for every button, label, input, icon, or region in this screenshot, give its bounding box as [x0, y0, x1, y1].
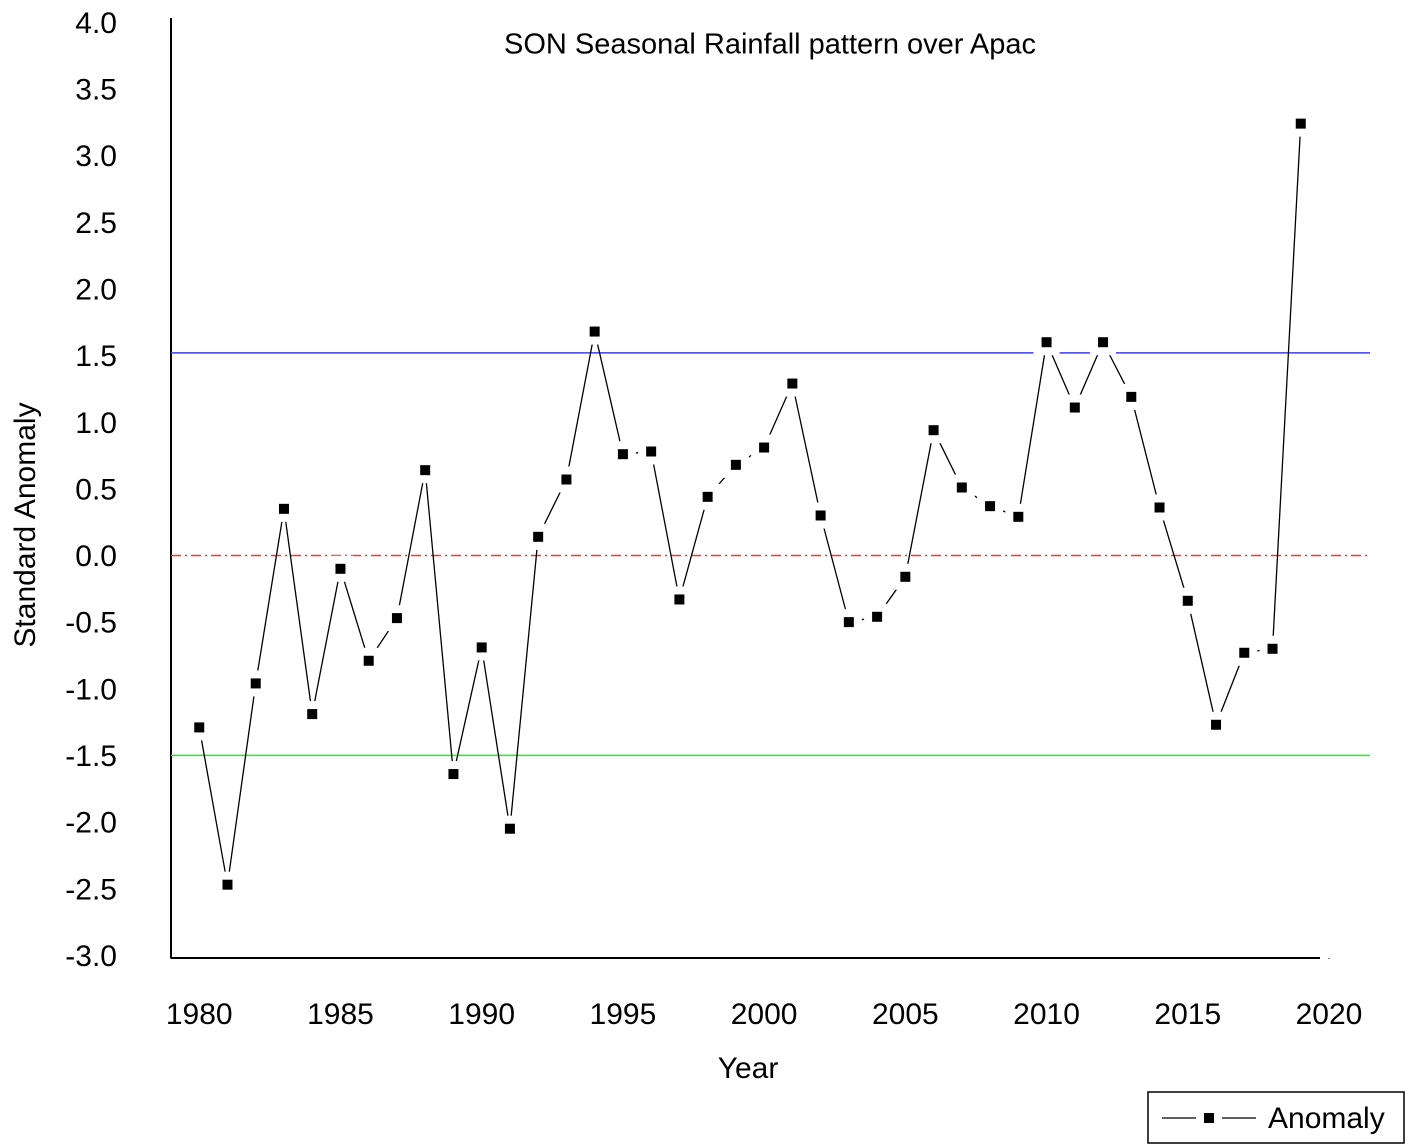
x-tick-label: 1985 [307, 998, 374, 1031]
y-tick-label: 0.5 [75, 473, 117, 506]
marker [468, 634, 495, 661]
y-axis-label: Standard Anomaly [9, 402, 42, 647]
y-tick-label: 2.0 [75, 273, 117, 306]
y-tick-label: -0.5 [65, 607, 117, 640]
marker [694, 483, 721, 510]
x-tick-label: 2020 [1296, 998, 1363, 1031]
legend-marker [1204, 1113, 1214, 1123]
x-tick-label: 2015 [1154, 998, 1221, 1031]
marker [609, 441, 636, 468]
marker [496, 815, 523, 842]
y-tick-label: -2.5 [65, 873, 117, 906]
marker [383, 605, 410, 632]
y-tick-label: -3.0 [65, 940, 117, 973]
marker [1033, 329, 1060, 356]
marker [1005, 503, 1032, 530]
marker [807, 502, 834, 529]
marker [1090, 329, 1117, 356]
x-tick-label: 2000 [731, 998, 798, 1031]
y-tick-label: -2.0 [65, 807, 117, 840]
marker [186, 714, 213, 741]
marker [1061, 394, 1088, 421]
marker [299, 701, 326, 728]
marker [1287, 110, 1314, 137]
marker [722, 451, 749, 478]
y-tick-label: 1.0 [75, 407, 117, 440]
marker [412, 457, 439, 484]
x-tick-label: 1980 [166, 998, 233, 1031]
x-tick-label: 1995 [590, 998, 657, 1031]
marker [242, 670, 269, 697]
y-tick-label: -1.5 [65, 740, 117, 773]
x-tick-label: 2005 [872, 998, 939, 1031]
y-tick-label: 4.0 [75, 7, 117, 40]
y-tick-label: -1.0 [65, 673, 117, 706]
marker [751, 434, 778, 461]
x-axis-label: Year [718, 1052, 779, 1085]
marker [920, 417, 947, 444]
marker [779, 370, 806, 397]
y-tick-label: 3.0 [75, 140, 117, 173]
marker [1231, 639, 1258, 666]
marker [1146, 494, 1173, 521]
marker [835, 609, 862, 636]
series-line [198, 123, 1302, 885]
marker [1259, 635, 1286, 662]
marker [440, 761, 467, 788]
marker [270, 495, 297, 522]
marker [214, 871, 241, 898]
marker [525, 523, 552, 550]
legend-label: Anomaly [1268, 1102, 1385, 1135]
y-tick-label: 2.5 [75, 207, 117, 240]
marker [638, 438, 665, 465]
marker [666, 586, 693, 613]
marker [1118, 383, 1145, 410]
y-tick-label: 3.5 [75, 74, 117, 107]
marker [1203, 711, 1230, 738]
marker [1174, 587, 1201, 614]
marker [581, 318, 608, 345]
y-tick-label: 1.5 [75, 340, 117, 373]
marker [977, 493, 1004, 520]
chart-title: SON Seasonal Rainfall pattern over Apac [504, 29, 1036, 61]
marker [327, 555, 354, 582]
marker [892, 563, 919, 590]
marker [553, 466, 580, 493]
x-tick-label: 2010 [1013, 998, 1080, 1031]
x-tick-label: 1990 [448, 998, 515, 1031]
marker [355, 647, 382, 674]
marker [864, 603, 891, 630]
marker [948, 474, 975, 501]
y-tick-label: 0.0 [75, 540, 117, 573]
